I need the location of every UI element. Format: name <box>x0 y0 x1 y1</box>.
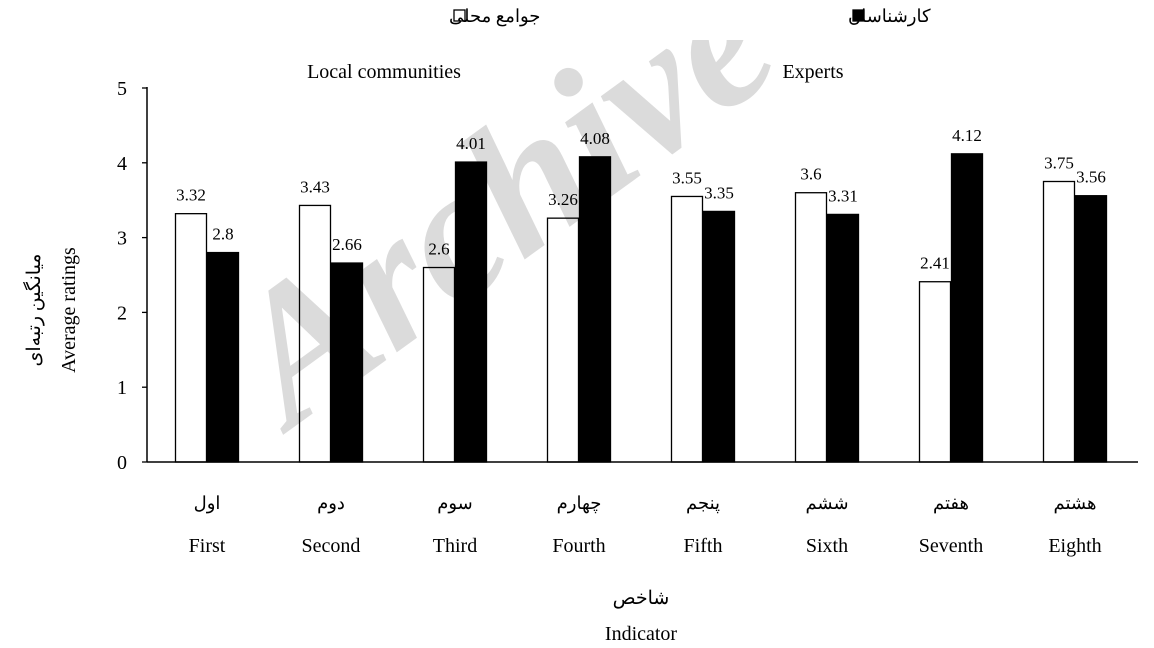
data-label-first-0: 3.32 <box>176 186 206 205</box>
bar-seventh-0 <box>918 281 952 463</box>
bar-eighth-0 <box>1042 180 1076 463</box>
data-label-seventh-0: 2.41 <box>920 254 950 273</box>
x-axis-title: شاخص Indicator <box>605 588 678 645</box>
x-category-label-fa-second: دوم <box>317 493 345 514</box>
x-category-label-first: First <box>189 535 226 557</box>
y-axis-title-en: Average ratings <box>58 247 80 373</box>
legend-swatch-local-communities <box>453 9 466 22</box>
bar-sixth-1 <box>826 213 860 463</box>
y-tick-label-0: 0 <box>117 452 127 474</box>
data-label-fourth-0: 3.26 <box>548 190 578 209</box>
data-label-eighth-1: 3.56 <box>1076 168 1106 187</box>
x-category-label-third: Third <box>433 535 477 557</box>
bar-eighth-1 <box>1074 195 1108 463</box>
x-category-label-fifth: Fifth <box>684 535 723 557</box>
data-label-sixth-1: 3.31 <box>828 186 858 205</box>
bar-seventh-1 <box>950 153 984 463</box>
data-label-fifth-1: 3.35 <box>704 183 734 202</box>
bars <box>174 153 1108 463</box>
bar-second-1 <box>330 262 364 463</box>
legend-item-local-communities: جوامع محلی Local communities <box>307 6 540 83</box>
bar-third-1 <box>454 161 488 463</box>
y-tick-label-5: 5 <box>117 78 127 100</box>
legend-label-experts-fa: کارشناسان <box>848 6 931 27</box>
legend: جوامع محلی Local communities کارشناسان E… <box>307 6 931 83</box>
y-axis-title-fa: میانگین رتبه‌ای <box>22 254 45 367</box>
bar-fourth-0 <box>546 217 580 463</box>
data-label-eighth-0: 3.75 <box>1044 154 1074 173</box>
y-tick-label-1: 1 <box>117 377 127 399</box>
legend-label-experts: Experts <box>782 61 843 83</box>
x-category-label-fa-eighth: هشتم <box>1054 493 1097 514</box>
x-axis-title-en: Indicator <box>605 623 678 645</box>
data-label-second-0: 3.43 <box>300 177 330 196</box>
x-axis-title-fa: شاخص <box>613 588 670 609</box>
x-category-label-fourth: Fourth <box>552 535 605 557</box>
data-label-seventh-1: 4.12 <box>952 126 982 145</box>
y-tick-label-2: 2 <box>117 302 127 324</box>
bar-fourth-1 <box>578 156 612 463</box>
legend-item-experts: کارشناسان Experts <box>782 6 931 83</box>
x-category-label-fa-first: اول <box>194 493 221 514</box>
bar-first-0 <box>174 213 208 463</box>
bar-second-0 <box>298 204 332 463</box>
bar-fifth-1 <box>702 210 736 463</box>
data-label-first-1: 2.8 <box>212 225 233 244</box>
y-axis-title: میانگین رتبه‌ای Average ratings <box>22 247 80 373</box>
y-tick-label-4: 4 <box>117 153 127 175</box>
y-tick-label-3: 3 <box>117 228 127 250</box>
x-category-label-sixth: Sixth <box>806 535 848 557</box>
x-axis-categories: اول First دوم Second سوم Third چهارم Fourth پنجم… <box>189 493 1102 557</box>
data-label-third-1: 4.01 <box>456 134 486 153</box>
data-label-sixth-0: 3.6 <box>800 165 821 184</box>
legend-label-local-communities-fa: جوامع محلی <box>449 6 540 27</box>
x-category-label-fa-sixth: ششم <box>805 493 848 514</box>
data-label-fourth-1: 4.08 <box>580 129 610 148</box>
bar-sixth-0 <box>794 192 828 463</box>
data-label-fifth-0: 3.55 <box>672 168 702 187</box>
x-category-label-eighth: Eighth <box>1048 535 1101 557</box>
x-category-label-seventh: Seventh <box>919 535 983 557</box>
bar-fifth-0 <box>670 195 704 463</box>
data-label-third-0: 2.6 <box>428 240 449 259</box>
legend-label-local-communities: Local communities <box>307 61 461 83</box>
x-category-label-second: Second <box>302 535 361 557</box>
axes <box>146 87 1138 463</box>
x-category-label-fa-fifth: پنجم <box>686 493 720 514</box>
x-category-label-fa-seventh: هفتم <box>933 493 969 514</box>
data-labels: 3.32 3.43 2.6 3.26 3.55 3.6 2.41 3.75 2.8 2.66 4.0… <box>176 126 1106 273</box>
x-category-label-fa-third: سوم <box>437 493 473 514</box>
bar-third-0 <box>422 266 456 463</box>
data-label-second-1: 2.66 <box>332 235 362 254</box>
x-category-label-fa-fourth: چهارم <box>557 493 602 514</box>
bar-first-1 <box>206 251 240 463</box>
legend-swatch-experts <box>852 9 865 22</box>
y-axis-ticks: 0 1 2 3 4 5 <box>117 78 147 474</box>
